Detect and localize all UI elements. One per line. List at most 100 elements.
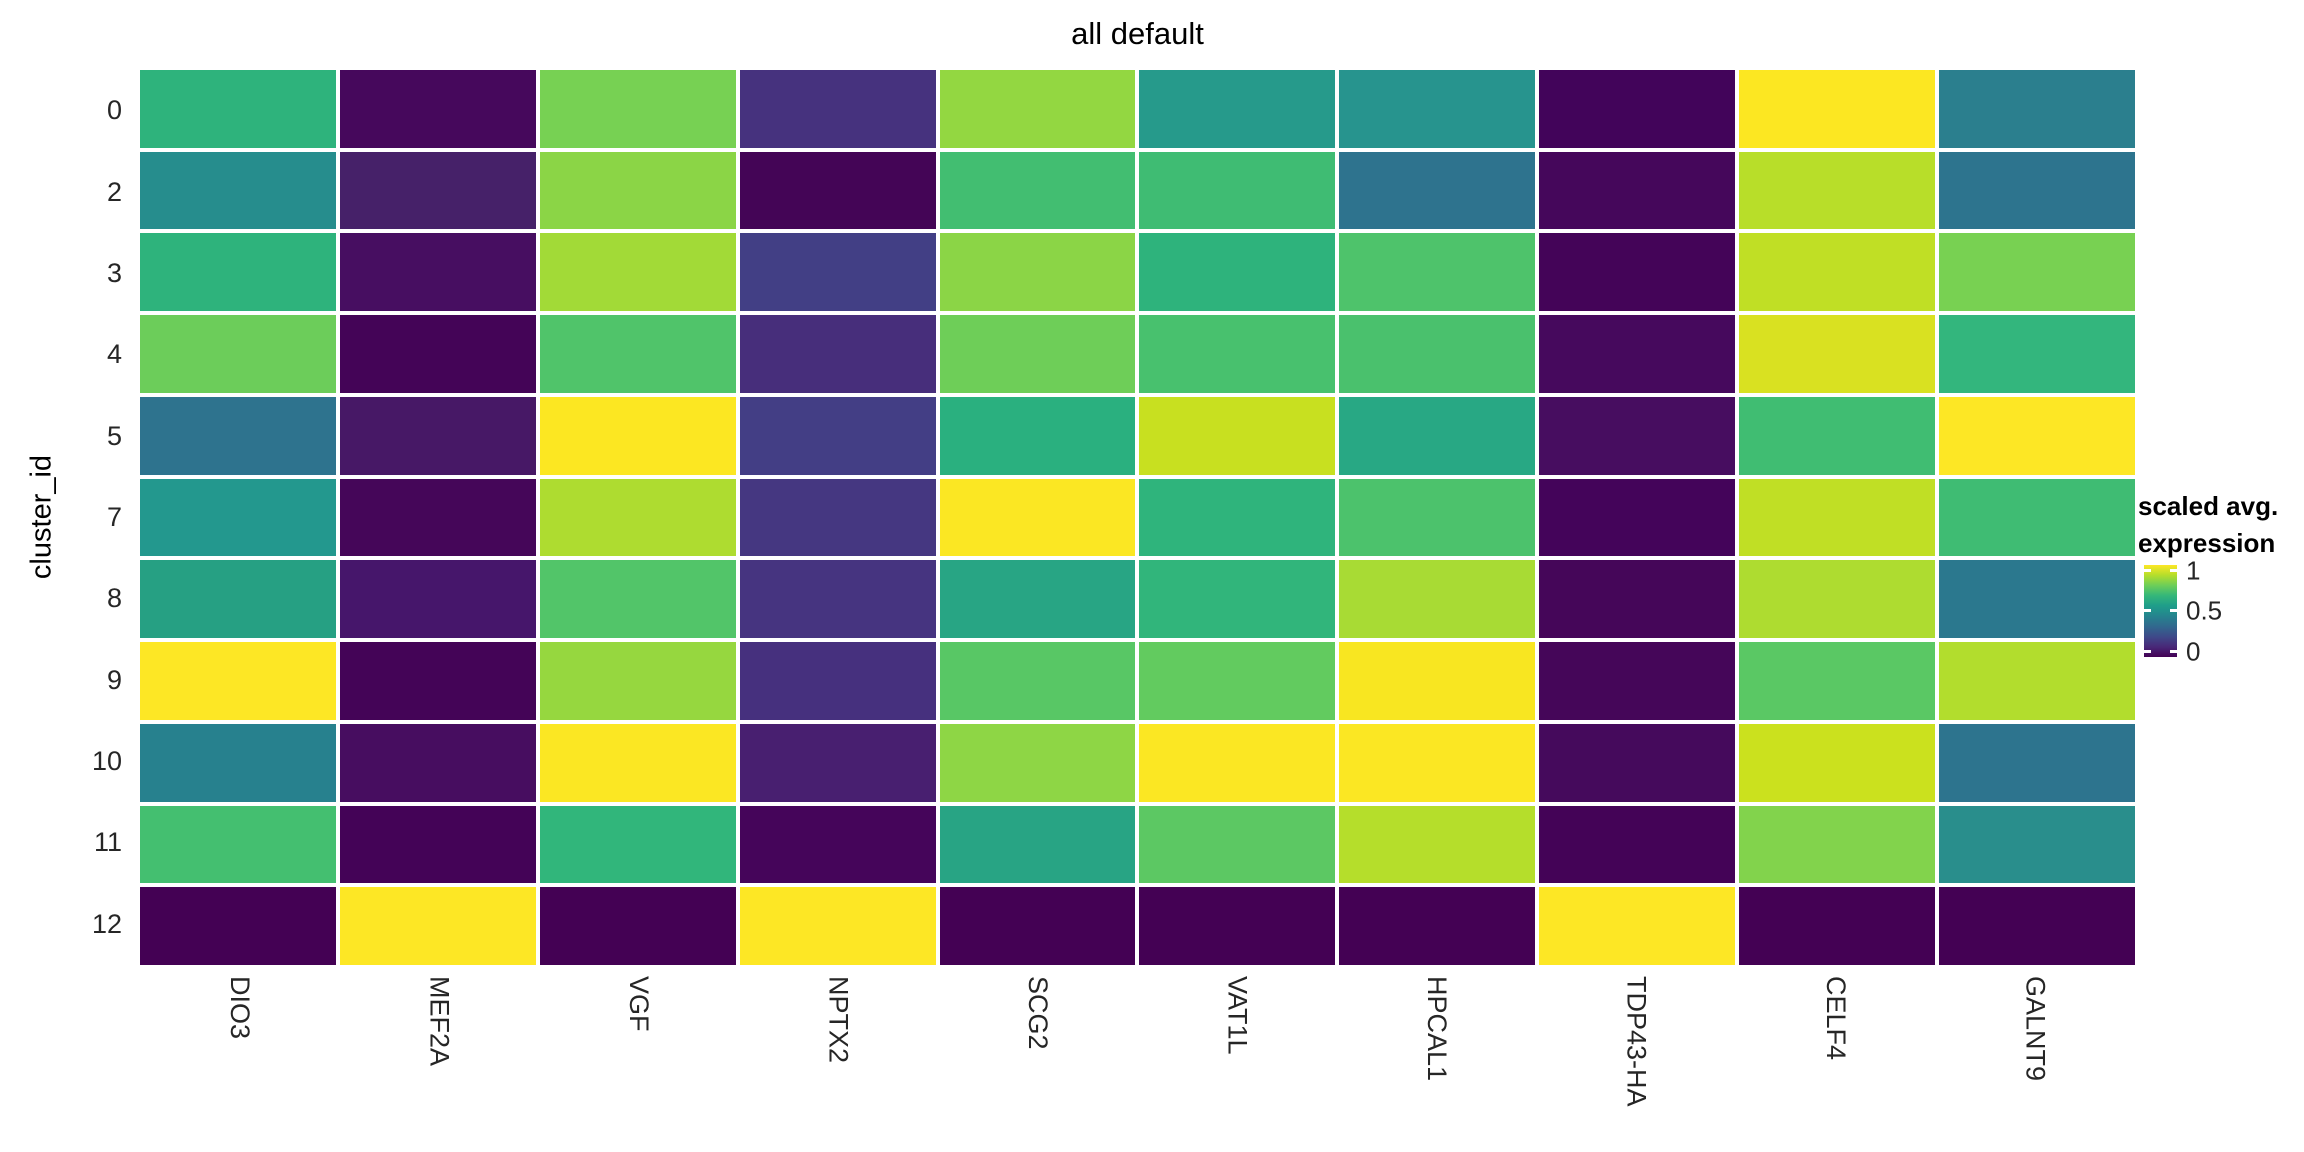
y-tick-label-0: 0 (106, 95, 122, 126)
heatmap-cell-8-CELF4 (1739, 560, 1936, 639)
heatmap-cell-11-GALNT9 (1939, 805, 2135, 884)
heatmap-cell-10-GALNT9 (1939, 723, 2135, 802)
heatmap-cell-9-MEF2A (339, 642, 536, 720)
heatmap-cell-2-VAT1L (1139, 151, 1336, 230)
heatmap-cell-10-TDP43-HA (1539, 723, 1736, 802)
heatmap-cell-4-VGF (539, 315, 736, 393)
heatmap-cell-7-CELF4 (1739, 478, 1936, 557)
heatmap-cell-2-VGF (539, 151, 736, 230)
heatmap-cell-8-VAT1L (1139, 560, 1336, 639)
legend-tick-dash (2144, 569, 2151, 572)
x-tick-label-MEF2A: MEF2A (424, 976, 455, 1067)
heatmap-cell-7-NPTX2 (739, 478, 936, 557)
legend-colorbar (2144, 565, 2177, 657)
y-tick-label-3: 3 (106, 257, 122, 288)
heatmap-cell-12-SCG2 (939, 887, 1136, 965)
heatmap-cell-5-CELF4 (1739, 396, 1936, 475)
heatmap-cell-0-SCG2 (939, 70, 1136, 148)
heatmap-cell-11-DIO3 (140, 805, 336, 884)
heatmap-cell-3-DIO3 (140, 233, 336, 312)
heatmap-cell-2-TDP43-HA (1539, 151, 1736, 230)
legend-tick-dash (2144, 609, 2151, 612)
heatmap-cell-8-MEF2A (339, 560, 536, 639)
heatmap-cell-12-DIO3 (140, 887, 336, 965)
heatmap-cell-0-HPCAL1 (1339, 70, 1536, 148)
heatmap-cell-7-GALNT9 (1939, 478, 2135, 557)
heatmap-cell-8-DIO3 (140, 560, 336, 639)
heatmap-cell-8-TDP43-HA (1539, 560, 1736, 639)
heatmap-cell-9-SCG2 (939, 642, 1136, 720)
heatmap-cell-4-GALNT9 (1939, 315, 2135, 393)
heatmap-cell-7-TDP43-HA (1539, 478, 1736, 557)
legend-title-line1: scaled avg. (2138, 491, 2279, 521)
heatmap-cell-3-SCG2 (939, 233, 1136, 312)
heatmap-cell-10-SCG2 (939, 723, 1136, 802)
heatmap-cell-0-NPTX2 (739, 70, 936, 148)
y-tick-label-7: 7 (106, 501, 122, 532)
legend-tick-dash (2170, 650, 2177, 653)
heatmap-cell-8-SCG2 (939, 560, 1136, 639)
heatmap-cell-9-GALNT9 (1939, 642, 2135, 720)
heatmap-cell-8-GALNT9 (1939, 560, 2135, 639)
heatmap-cell-4-TDP43-HA (1539, 315, 1736, 393)
heatmap-cell-8-HPCAL1 (1339, 560, 1536, 639)
legend-title-line2: expression (2138, 528, 2276, 558)
heatmap-cell-7-VGF (539, 478, 736, 557)
heatmap-cell-4-SCG2 (939, 315, 1136, 393)
heatmap-panel (140, 70, 2135, 965)
heatmap-cell-3-HPCAL1 (1339, 233, 1536, 312)
heatmap-cell-12-HPCAL1 (1339, 887, 1536, 965)
heatmap-cell-4-HPCAL1 (1339, 315, 1536, 393)
heatmap-cell-9-VAT1L (1139, 642, 1336, 720)
x-tick-label-NPTX2: NPTX2 (823, 976, 854, 1064)
x-tick-labels: DIO3 MEF2A VGF NPTX2 SCG2 VAT1L HPCAL1 TDP43-HA… (140, 976, 2135, 1152)
heatmap-cell-2-HPCAL1 (1339, 151, 1536, 230)
heatmap-cell-0-TDP43-HA (1539, 70, 1736, 148)
heatmap-cell-12-GALNT9 (1939, 887, 2135, 965)
heatmap-cell-3-VGF (539, 233, 736, 312)
heatmap-cell-10-VAT1L (1139, 723, 1336, 802)
heatmap-cell-12-VAT1L (1139, 887, 1336, 965)
heatmap-cell-11-SCG2 (939, 805, 1136, 884)
y-tick-label-12: 12 (91, 908, 122, 939)
y-tick-label-5: 5 (106, 420, 122, 451)
y-tick-label-8: 8 (106, 583, 122, 614)
heatmap-cell-11-HPCAL1 (1339, 805, 1536, 884)
x-tick-label-HPCAL1: HPCAL1 (1421, 976, 1452, 1082)
heatmap-cell-5-SCG2 (939, 396, 1136, 475)
heatmap-cell-3-GALNT9 (1939, 233, 2135, 312)
heatmap-cell-7-MEF2A (339, 478, 536, 557)
heatmap-cell-10-CELF4 (1739, 723, 1936, 802)
heatmap-cell-11-TDP43-HA (1539, 805, 1736, 884)
heatmap-cell-4-VAT1L (1139, 315, 1336, 393)
x-tick-label-TDP43-HA: TDP43-HA (1621, 976, 1652, 1107)
heatmap-cell-12-MEF2A (339, 887, 536, 965)
heatmap-cell-5-GALNT9 (1939, 396, 2135, 475)
legend-tick-label-1: 1 (2186, 555, 2201, 586)
heatmap-cell-8-VGF (539, 560, 736, 639)
heatmap-cell-10-HPCAL1 (1339, 723, 1536, 802)
heatmap-cell-0-VGF (539, 70, 736, 148)
heatmap-cell-4-DIO3 (140, 315, 336, 393)
heatmap-cell-0-MEF2A (339, 70, 536, 148)
heatmap-cell-2-CELF4 (1739, 151, 1936, 230)
legend-tick-dash (2170, 609, 2177, 612)
heatmap-cell-4-NPTX2 (739, 315, 936, 393)
heatmap-cell-10-NPTX2 (739, 723, 936, 802)
heatmap-cell-11-NPTX2 (739, 805, 936, 884)
heatmap-cell-12-VGF (539, 887, 736, 965)
y-tick-label-9: 9 (106, 664, 122, 695)
heatmap-cell-12-NPTX2 (739, 887, 936, 965)
heatmap-cell-5-DIO3 (140, 396, 336, 475)
heatmap-cell-7-DIO3 (140, 478, 336, 557)
heatmap-cell-7-HPCAL1 (1339, 478, 1536, 557)
heatmap-cell-5-MEF2A (339, 396, 536, 475)
heatmap-cell-3-CELF4 (1739, 233, 1936, 312)
x-tick-label-VAT1L: VAT1L (1222, 976, 1253, 1055)
x-tick-label-VGF: VGF (623, 976, 654, 1032)
heatmap-cell-11-CELF4 (1739, 805, 1936, 884)
y-tick-label-2: 2 (106, 176, 122, 207)
x-tick-label-CELF4: CELF4 (1820, 976, 1851, 1061)
heatmap-cell-5-VAT1L (1139, 396, 1336, 475)
